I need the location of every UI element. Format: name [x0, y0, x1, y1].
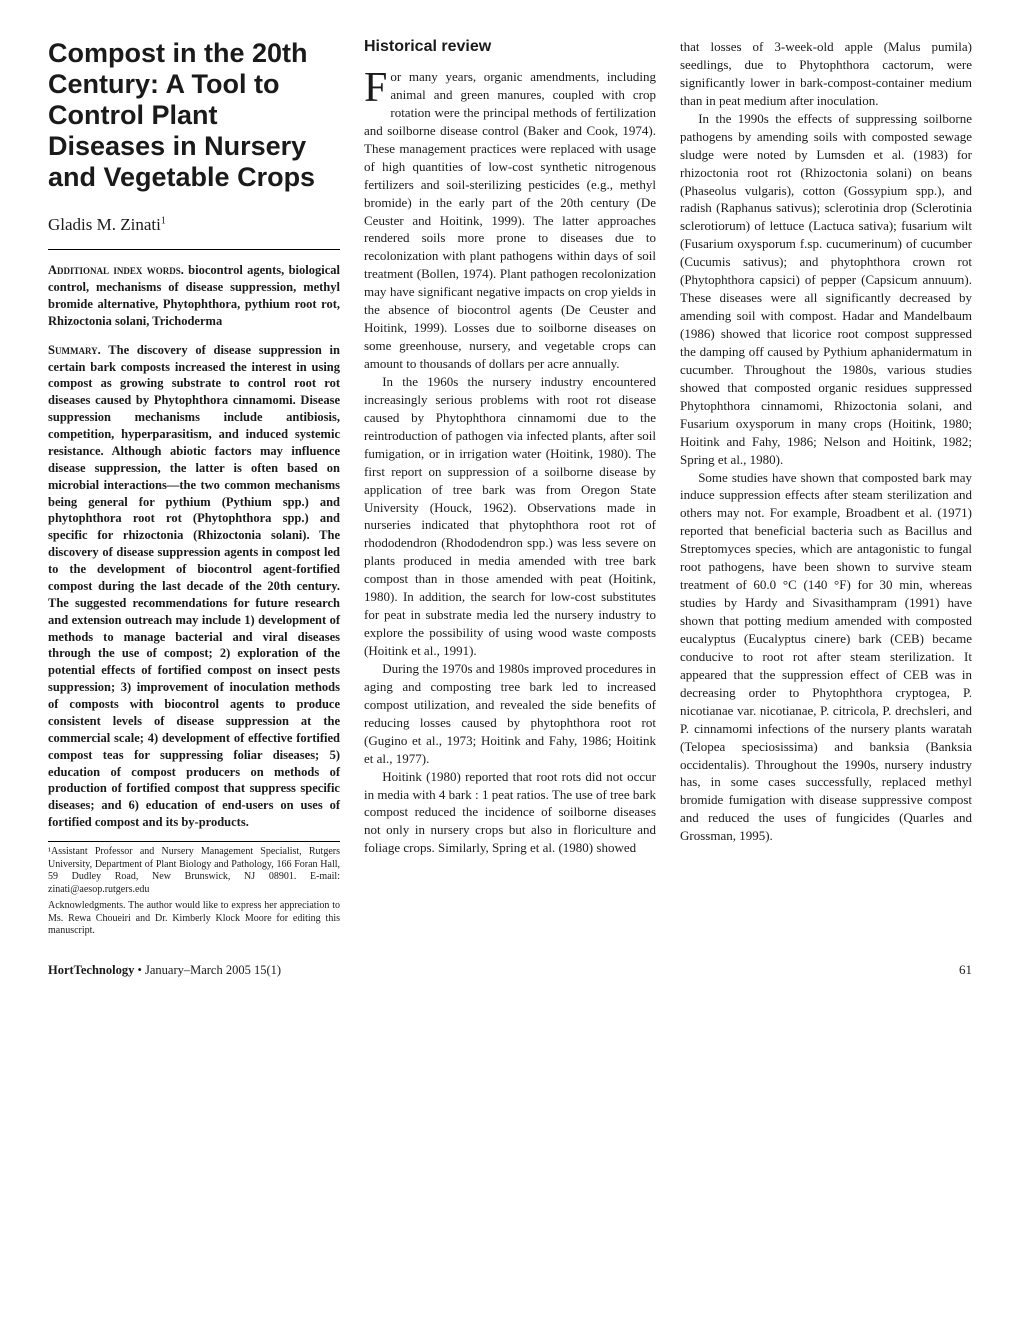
summary-text: The discovery of disease suppression in …: [48, 343, 340, 830]
index-words-label: Additional index words.: [48, 263, 184, 277]
col3-p3: Some studies have shown that composted b…: [680, 469, 972, 846]
index-words: Additional index words. biocontrol agent…: [48, 262, 340, 330]
dropcap: F: [364, 68, 390, 107]
page-footer: HortTechnology • January–March 2005 15(1…: [48, 962, 972, 978]
section-heading: Historical review: [364, 38, 656, 56]
col2-p4: Hoitink (1980) reported that root rots d…: [364, 768, 656, 858]
col2-p1-text: or many years, organic amendments, inclu…: [364, 69, 656, 371]
author-affil-super: 1: [161, 216, 166, 227]
column-1: Compost in the 20th Century: A Tool to C…: [48, 38, 340, 942]
footnote-2: Acknowledgments. The author would like t…: [48, 900, 340, 938]
col3-p2: In the 1990s the effects of suppressing …: [680, 110, 972, 469]
footer-journal: HortTechnology: [48, 963, 134, 977]
page-columns: Compost in the 20th Century: A Tool to C…: [48, 38, 972, 942]
col2-p3: During the 1970s and 1980s improved proc…: [364, 660, 656, 768]
summary-block: Summary. The discovery of disease suppre…: [48, 342, 340, 831]
col2-p1: For many years, organic amendments, incl…: [364, 68, 656, 373]
col3-body: that losses of 3-week-old apple (Malus p…: [680, 38, 972, 845]
rule-top: [48, 249, 340, 250]
article-title: Compost in the 20th Century: A Tool to C…: [48, 38, 340, 193]
author-name: Gladis M. Zinati1: [48, 215, 340, 235]
col2-p2: In the 1960s the nursery industry encoun…: [364, 373, 656, 660]
footnotes: ¹Assistant Professor and Nursery Managem…: [48, 841, 340, 938]
footer-issue: • January–March 2005 15(1): [134, 963, 281, 977]
column-2: Historical review For many years, organi…: [364, 38, 656, 942]
col2-body: For many years, organic amendments, incl…: [364, 68, 656, 857]
col3-p1: that losses of 3-week-old apple (Malus p…: [680, 38, 972, 110]
summary-label: Summary.: [48, 343, 101, 357]
author-text: Gladis M. Zinati: [48, 215, 161, 234]
footnote-1: ¹Assistant Professor and Nursery Managem…: [48, 846, 340, 896]
footer-pagenum: 61: [959, 962, 972, 978]
column-3: that losses of 3-week-old apple (Malus p…: [680, 38, 972, 942]
footer-left: HortTechnology • January–March 2005 15(1…: [48, 963, 281, 978]
